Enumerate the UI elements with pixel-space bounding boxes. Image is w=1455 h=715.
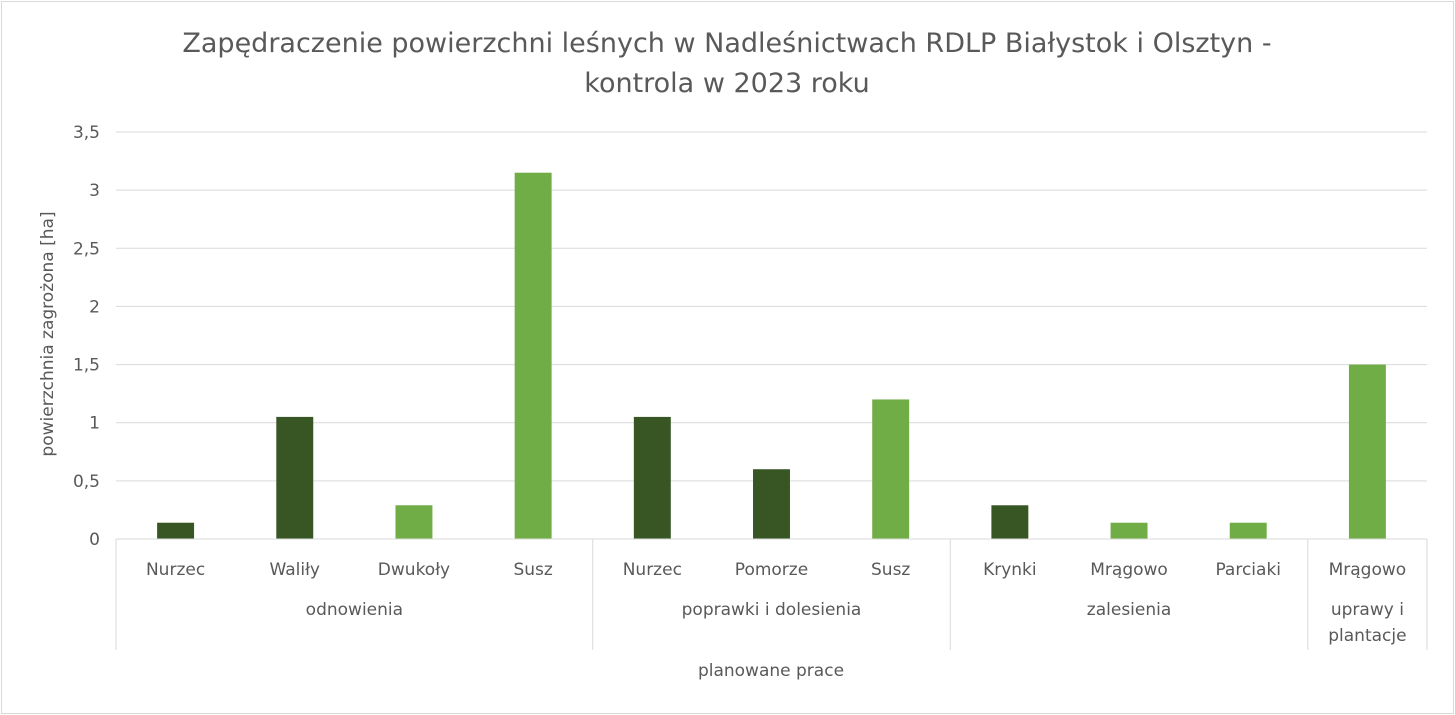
bar xyxy=(514,172,552,539)
x-tick-label: Krynki xyxy=(983,560,1037,580)
y-tick-label: 2,5 xyxy=(73,239,100,259)
x-axis: Nurzec Waliły Dwukoły Susz Nurzec Pomorze Susz… xyxy=(115,538,1428,650)
y-tick-label: 3 xyxy=(89,181,100,201)
x-tick-label: Nurzec xyxy=(623,560,682,580)
gridlines xyxy=(116,131,1427,482)
y-tick-label: 0,5 xyxy=(73,472,100,492)
y-tick-label: 1,5 xyxy=(73,356,100,376)
y-tick-label: 0 xyxy=(89,530,100,550)
bar xyxy=(633,416,671,539)
bar xyxy=(157,522,195,539)
y-tick-label: 2 xyxy=(89,297,100,317)
bar xyxy=(991,505,1029,539)
x-tick-label: Mrągowo xyxy=(1090,560,1168,580)
bar xyxy=(395,505,433,539)
x-tick-label: Nurzec xyxy=(146,560,205,580)
x-tick-label: Dwukoły xyxy=(378,560,450,580)
x-tick-label: Susz xyxy=(513,560,552,580)
x-tick-label: Mrągowo xyxy=(1329,560,1407,580)
chart-title: Zapędraczenie powierzchni leśnych w Nadl… xyxy=(182,28,1271,99)
bars xyxy=(157,172,1386,539)
x-tick-label: Susz xyxy=(871,560,910,580)
chart-title-line-1: Zapędraczenie powierzchni leśnych w Nadl… xyxy=(182,28,1271,59)
bar xyxy=(1110,522,1148,539)
group-label: zalesienia xyxy=(1087,600,1171,620)
x-axis-title: planowane prace xyxy=(698,661,844,681)
y-tick-label: 1 xyxy=(89,414,100,434)
group-label: poprawki i dolesienia xyxy=(682,600,862,620)
y-axis-tick-labels: 0 0,5 1 1,5 2 2,5 3 3,5 xyxy=(73,123,100,550)
bar xyxy=(753,469,790,539)
group-label: plantacje xyxy=(1328,626,1406,646)
group-label: uprawy i xyxy=(1331,600,1404,620)
chart-title-line-2: kontrola w 2023 roku xyxy=(584,68,869,99)
y-axis-title: powierzchnia zagrożona [ha] xyxy=(38,211,58,456)
x-tick-label: Parciaki xyxy=(1215,560,1281,580)
bar xyxy=(872,399,910,539)
group-label: odnowienia xyxy=(306,600,403,620)
x-tick-label: Waliły xyxy=(270,560,320,580)
bar xyxy=(1348,364,1386,539)
y-tick-label: 3,5 xyxy=(73,123,100,143)
x-tick-label: Pomorze xyxy=(735,560,808,580)
bar xyxy=(1229,522,1267,539)
bar xyxy=(276,416,314,539)
